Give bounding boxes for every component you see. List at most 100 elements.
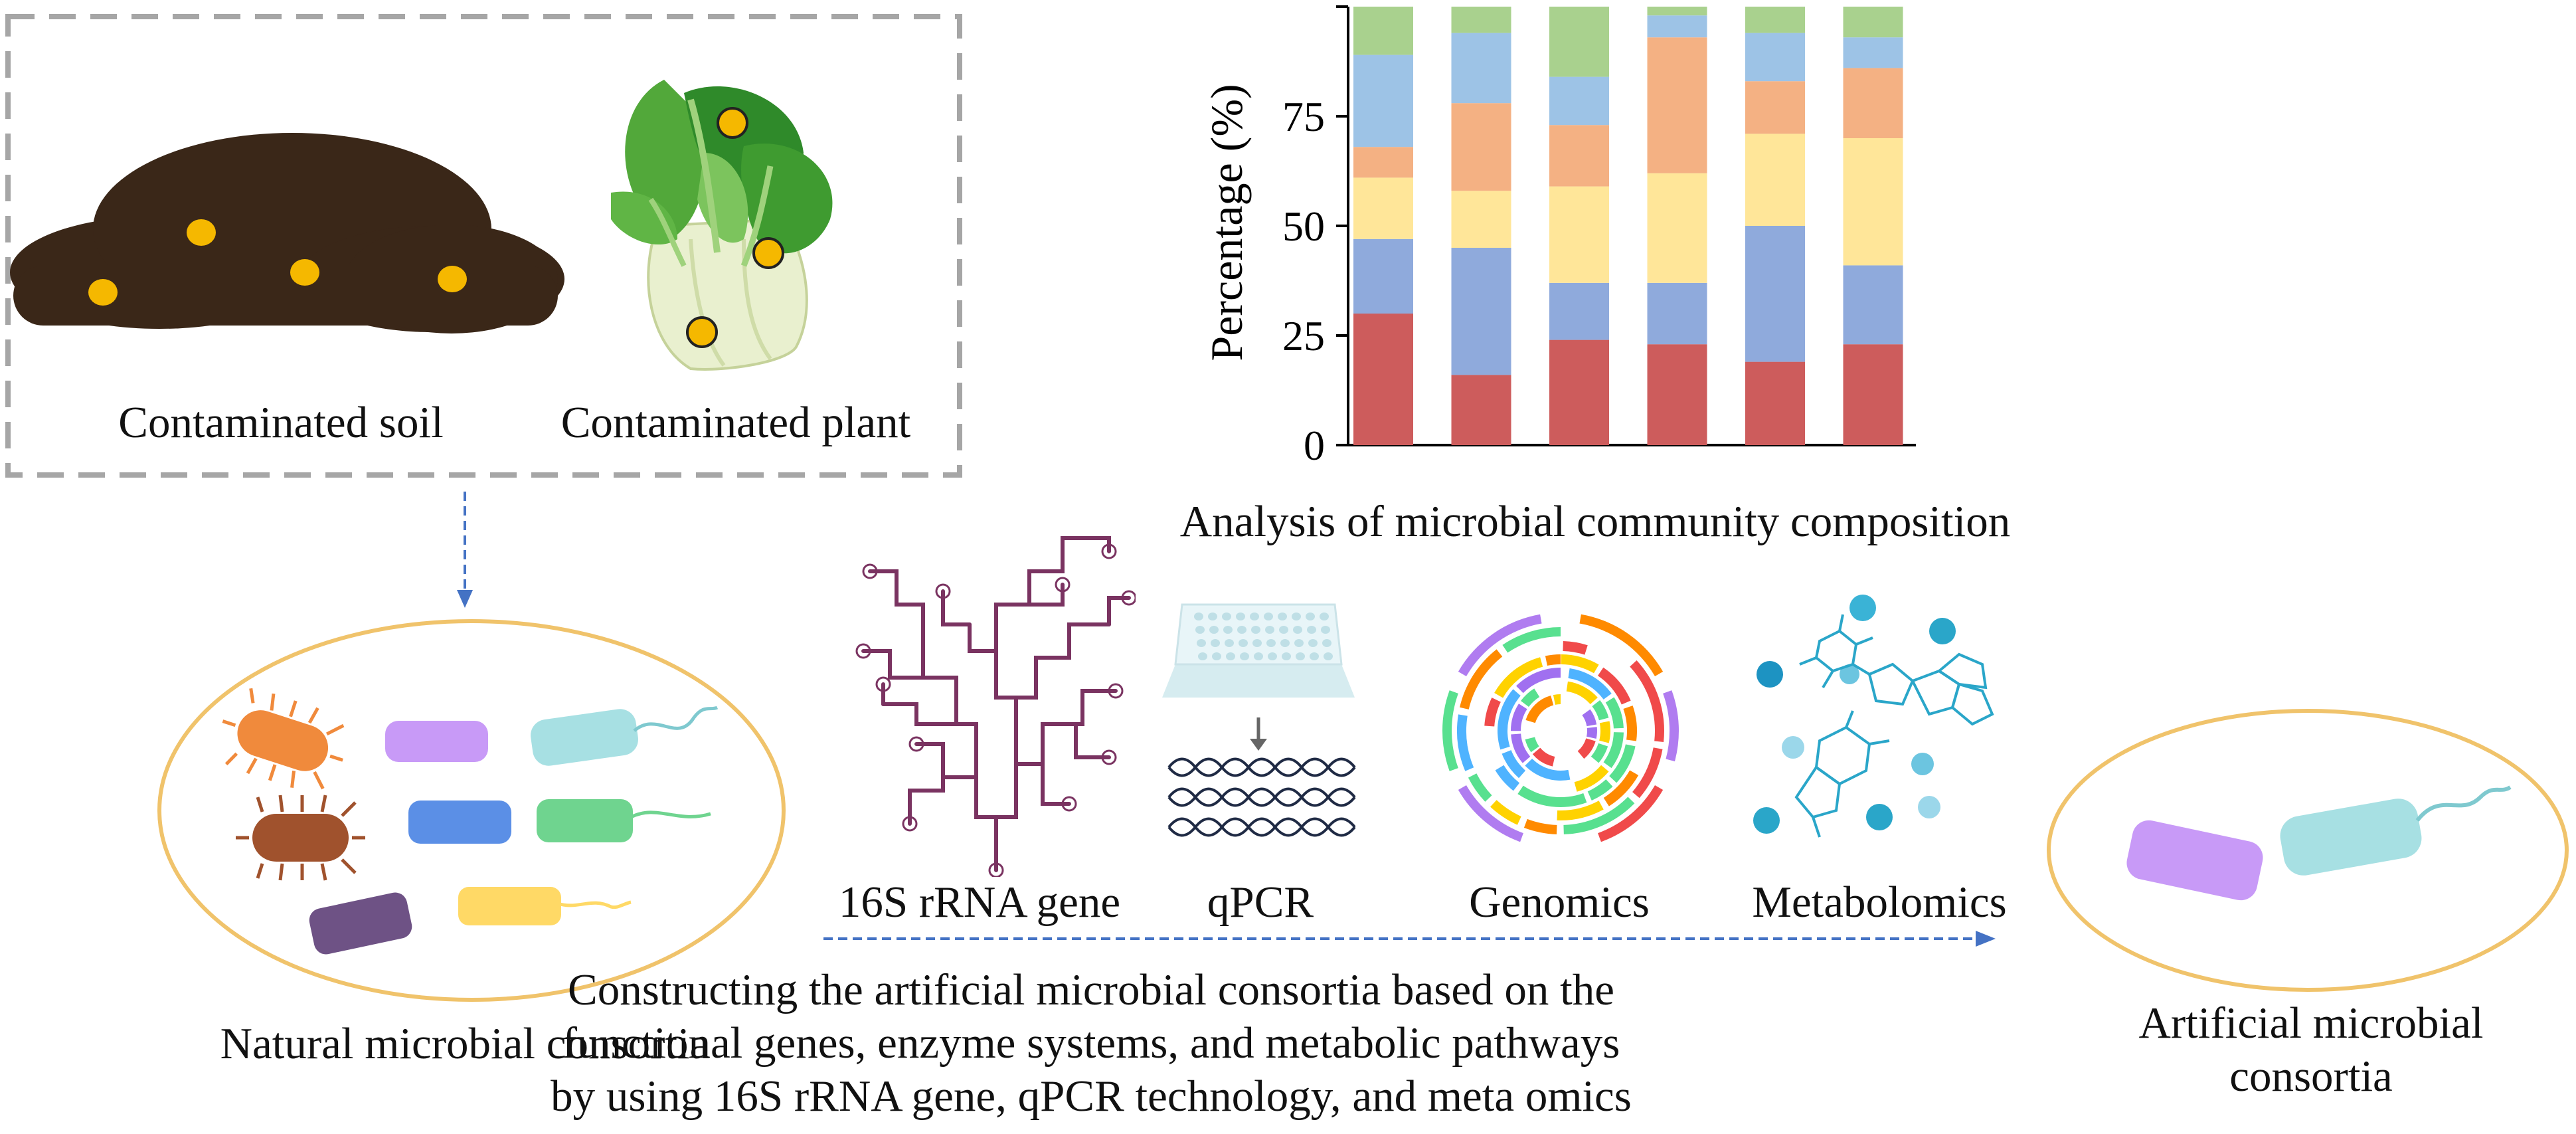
circos-segment xyxy=(1458,614,1542,676)
bar-segment xyxy=(1549,339,1609,445)
bar-segment xyxy=(1647,15,1707,38)
circos-segment xyxy=(1563,797,1635,834)
circos-segment xyxy=(1623,706,1637,741)
artificial-consortia-ellipse xyxy=(2047,709,2569,992)
circos-segment xyxy=(1525,696,1554,723)
circos-segment xyxy=(1557,801,1604,820)
circos-segment xyxy=(1587,779,1613,801)
contaminated-soil-label: Contaminated soil xyxy=(118,398,444,447)
artificial-consortia-line-1: Artificial microbial xyxy=(2138,998,2484,1048)
circos-segment xyxy=(1577,738,1596,759)
community-composition-chart: 0 25 50 75 Percentage (%) xyxy=(1201,5,1916,469)
circos-segment xyxy=(1561,654,1599,674)
circos-segment xyxy=(1502,627,1561,653)
bar-segment xyxy=(1843,138,1903,266)
analysis-caption: Analysis of microbial community composit… xyxy=(1179,497,2011,546)
cyan-flagellated-bacterium-icon xyxy=(2280,785,2512,876)
bar-segment xyxy=(1745,7,1805,33)
bar-segment xyxy=(1745,134,1805,226)
artificial-consortia-label: Artificial microbial consortia xyxy=(2138,996,2483,1103)
pcr-plate-icon xyxy=(1162,603,1355,698)
bar-segment xyxy=(1843,344,1903,445)
bar-segment xyxy=(1353,314,1413,445)
circos-segment xyxy=(1603,732,1624,769)
circos-segment xyxy=(1484,698,1501,727)
circos-segment xyxy=(1579,614,1664,676)
dna-helix-icon xyxy=(1167,757,1356,837)
circos-segment xyxy=(1592,700,1609,721)
bar-segment xyxy=(1745,81,1805,134)
genomics-circos-icon xyxy=(1442,614,1679,842)
y-tick-label: 25 xyxy=(1282,312,1325,359)
natural-consortia-ellipse xyxy=(157,619,786,1002)
circos-segment xyxy=(1495,765,1520,791)
bar-segment xyxy=(1745,226,1805,362)
bar-segment xyxy=(1843,37,1903,68)
bar-segment xyxy=(1647,37,1707,173)
bar-segment xyxy=(1549,282,1609,340)
circos-segment xyxy=(1458,785,1523,842)
circos-segment xyxy=(1517,785,1587,807)
bar-segment xyxy=(1549,76,1609,126)
blue-bacterium-icon xyxy=(408,801,511,844)
bar-segment xyxy=(1451,248,1511,375)
horizontal-arrow xyxy=(823,931,1996,947)
bar-segment xyxy=(1451,375,1511,445)
bar-segment xyxy=(1451,191,1511,248)
circos-segment xyxy=(1574,765,1609,792)
circos-segment xyxy=(1609,744,1636,783)
bar-segment xyxy=(1647,344,1707,445)
circos-segment xyxy=(1553,694,1561,705)
artificial-consortia-line-2: consortia xyxy=(2229,1052,2393,1101)
bar-segment xyxy=(1549,125,1609,187)
circos-segment xyxy=(1605,697,1624,729)
constructing-line-2: functional genes, enzyme systems, and me… xyxy=(562,1018,1620,1068)
circos-segment xyxy=(1521,688,1540,707)
bar-segment xyxy=(1353,177,1413,239)
bar-segment xyxy=(1549,186,1609,283)
bar-segment xyxy=(1745,33,1805,82)
y-tick-label: 0 xyxy=(1304,422,1325,469)
qpcr-label: qPCR xyxy=(1207,878,1314,927)
circos-segment xyxy=(1511,704,1527,731)
circos-segment xyxy=(1566,681,1598,704)
bar-segment xyxy=(1353,7,1413,55)
circos-segment xyxy=(1599,721,1610,743)
circos-segment xyxy=(1442,690,1458,771)
purple-bacterium-icon xyxy=(2126,820,2263,901)
bar-segment xyxy=(1353,238,1413,314)
circos-segment xyxy=(1502,750,1526,779)
circos-segment xyxy=(1516,668,1561,694)
plant-contaminant-dots xyxy=(686,107,784,348)
circos-segment xyxy=(1582,709,1597,727)
bar-segment xyxy=(1353,54,1413,147)
bar-segment xyxy=(1647,7,1707,16)
circos-segment xyxy=(1568,668,1612,700)
circos-segment xyxy=(1525,737,1539,753)
dark-purple-bacterium-icon xyxy=(309,892,412,955)
cyan-flagellated-bacterium-icon xyxy=(531,706,719,766)
circos-segment xyxy=(1545,654,1561,666)
circos-segment xyxy=(1523,818,1557,834)
bar-segment xyxy=(1451,103,1511,191)
orange-bacterium-icon xyxy=(222,688,345,790)
bar-segment xyxy=(1549,7,1609,77)
circos-segment xyxy=(1494,657,1543,698)
bar-segment xyxy=(1353,147,1413,178)
rrna-structure-icon xyxy=(855,536,1136,877)
soil-illustration xyxy=(10,133,564,333)
bar-segment xyxy=(1843,68,1903,138)
circos-segment xyxy=(1468,773,1492,802)
circos-segment xyxy=(1630,660,1664,742)
circos-segment xyxy=(1632,747,1663,799)
bar-segment xyxy=(1843,265,1903,345)
rrna-16s-label: 16S rRNA gene xyxy=(838,878,1121,927)
bar-segment xyxy=(1451,7,1511,33)
yellow-flagellated-bacterium-icon xyxy=(458,887,632,925)
natural-consortia-label: Natural microbial consortia xyxy=(220,1019,710,1068)
circos-segment xyxy=(1490,800,1521,825)
circos-segment xyxy=(1603,770,1639,806)
qpcr-icon xyxy=(1162,603,1356,837)
circos-segment xyxy=(1587,727,1597,739)
contamination-panel xyxy=(5,14,962,478)
